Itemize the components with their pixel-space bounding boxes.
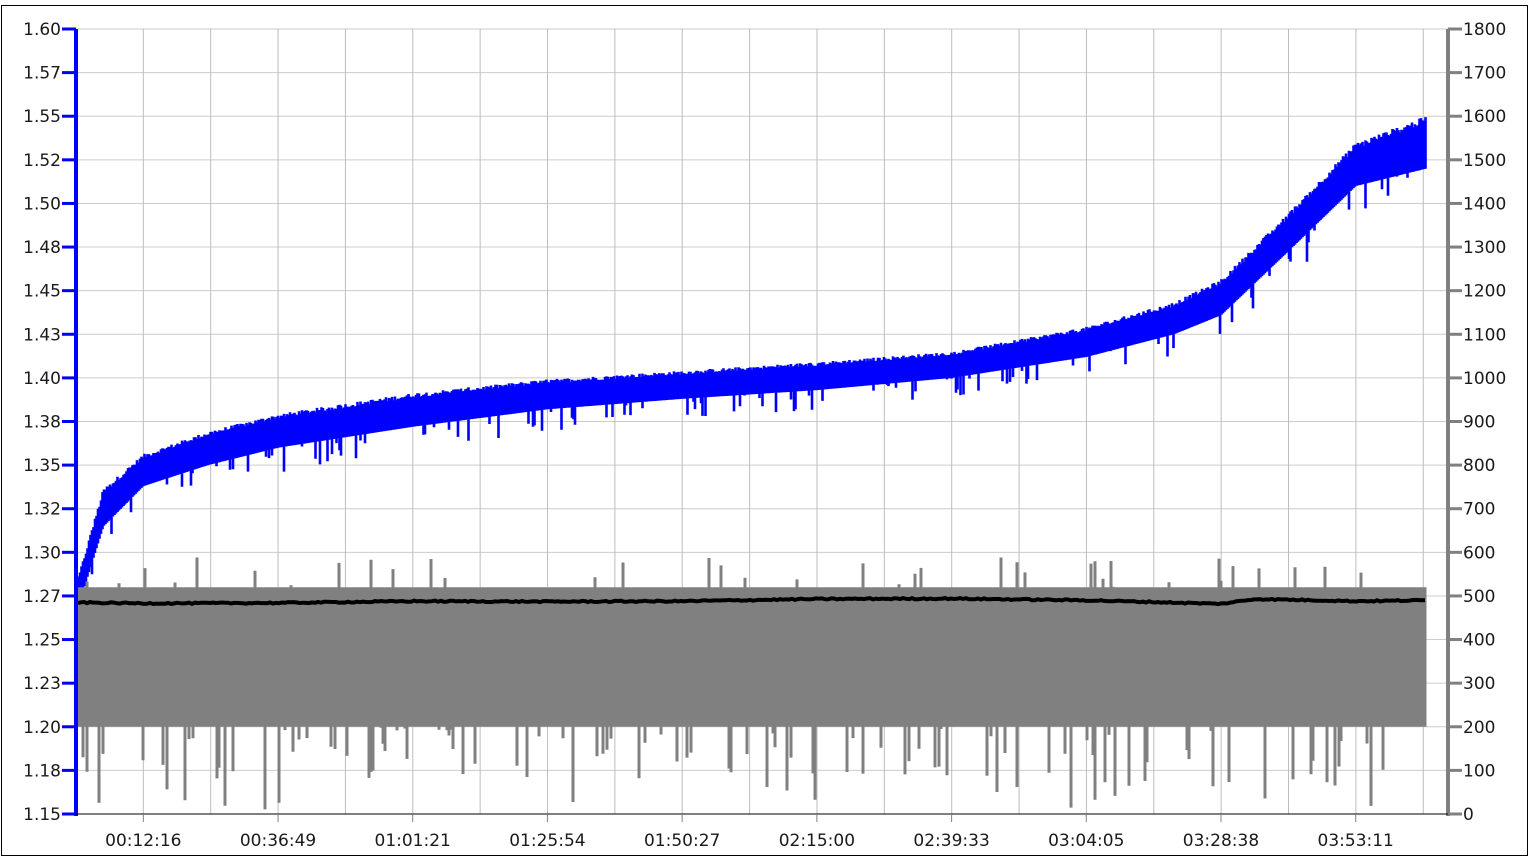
x-tick-label: 02:15:00 — [779, 831, 855, 851]
right-tick-label: 1700 — [1463, 64, 1506, 84]
left-tick-label: 1.15 — [23, 805, 61, 825]
left-tick-label: 1.30 — [23, 543, 61, 563]
left-tick-label: 1.50 — [23, 194, 61, 214]
right-tick-label: 400 — [1463, 631, 1495, 651]
x-tick-label: 01:50:27 — [644, 831, 720, 851]
right-tick-label: 1400 — [1463, 194, 1506, 214]
left-tick-label: 1.18 — [23, 761, 61, 781]
left-tick-label: 1.52 — [23, 151, 61, 171]
left-tick-label: 1.38 — [23, 413, 61, 433]
x-tick-label: 03:53:11 — [1318, 831, 1394, 851]
left-tick-label: 1.60 — [23, 20, 61, 40]
x-tick-label: 01:01:21 — [375, 831, 451, 851]
right-tick-label: 600 — [1463, 543, 1495, 563]
right-tick-label: 0 — [1463, 805, 1474, 825]
left-tick-label: 1.25 — [23, 631, 61, 651]
right-tick-label: 500 — [1463, 587, 1495, 607]
left-tick-label: 1.35 — [23, 456, 61, 476]
left-tick-label: 1.20 — [23, 718, 61, 738]
right-tick-label: 300 — [1463, 674, 1495, 694]
series-line — [77, 595, 1426, 607]
right-tick-label: 800 — [1463, 456, 1495, 476]
series-2 — [77, 595, 1426, 607]
x-tick-label: 01:25:54 — [509, 831, 585, 851]
left-tick-label: 1.27 — [23, 587, 61, 607]
left-tick-label: 1.57 — [23, 64, 61, 84]
left-tick-label: 1.48 — [23, 238, 61, 258]
x-tick-label: 00:12:16 — [105, 831, 181, 851]
right-tick-label: 1100 — [1463, 325, 1506, 345]
right-tick-label: 1200 — [1463, 282, 1506, 302]
axes-group — [62, 27, 1462, 822]
x-tick-label: 00:36:49 — [240, 831, 316, 851]
x-tick-label: 02:39:33 — [913, 831, 989, 851]
x-tick-label: 03:28:38 — [1183, 831, 1259, 851]
x-tick-label: 03:04:05 — [1048, 831, 1124, 851]
right-tick-label: 1000 — [1463, 369, 1506, 389]
left-tick-label: 1.32 — [23, 500, 61, 520]
right-tick-label: 1500 — [1463, 151, 1506, 171]
right-tick-label: 900 — [1463, 413, 1495, 433]
right-tick-label: 1800 — [1463, 20, 1506, 40]
right-tick-label: 700 — [1463, 500, 1495, 520]
right-tick-label: 100 — [1463, 761, 1495, 781]
left-tick-label: 1.40 — [23, 369, 61, 389]
right-tick-label: 1600 — [1463, 107, 1506, 127]
right-tick-label: 1300 — [1463, 238, 1506, 258]
left-tick-label: 1.55 — [23, 107, 61, 127]
right-tick-label: 200 — [1463, 718, 1495, 738]
tick-labels-group: 1.15 1.18 1.20 1.23 1.25 1.27 1.30 1.32 1.35 1.38… — [23, 20, 1506, 851]
left-tick-label: 1.23 — [23, 674, 61, 694]
left-tick-label: 1.43 — [23, 325, 61, 345]
left-tick-label: 1.45 — [23, 282, 61, 302]
